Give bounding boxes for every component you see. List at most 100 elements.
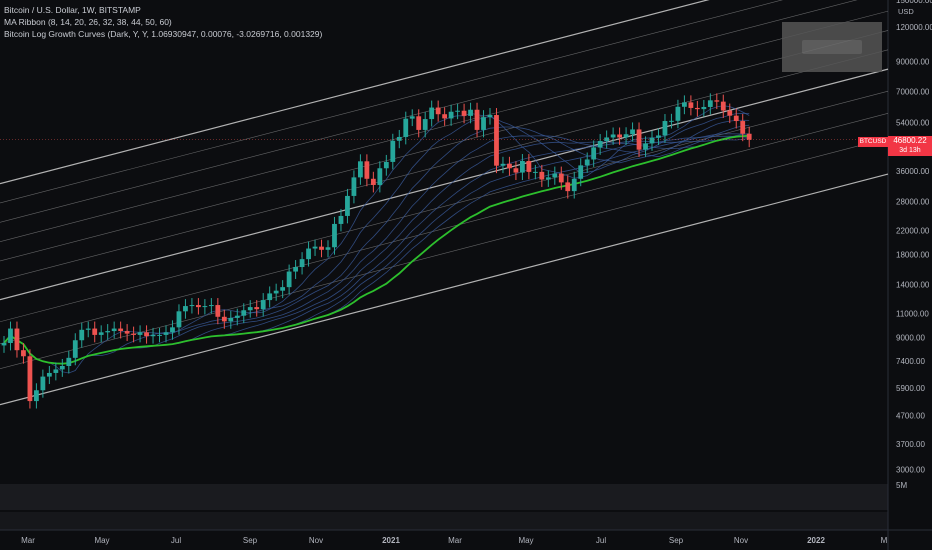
price-tick-label: 70000.00 [896,87,930,96]
candle-body [494,115,499,166]
time-tick-label: 2022 [807,536,825,545]
time-tick-label: M [881,536,888,545]
candle-body [733,115,739,122]
candle-body [358,161,363,178]
candle-body [694,107,700,110]
log-curves-label[interactable]: Bitcoin Log Growth Curves (Dark, Y, Y, 1… [4,29,323,39]
candle-body [150,334,156,337]
candle-body [727,110,733,116]
growth-curve-6 [0,30,889,262]
price-tick-label: 18000.00 [896,250,930,259]
candle-body [455,110,460,112]
growth-curve-1 [0,137,889,370]
candle-body [390,140,396,162]
ma-line-20 [3,119,750,365]
candle-body [377,168,383,185]
price-tick-label: 150000.00 [896,0,932,5]
time-tick-label: Nov [309,536,323,545]
candle-body [85,328,91,330]
growth-curve-5 [0,49,889,281]
candle-body [513,168,519,173]
candle-body [312,246,318,249]
candle-body [319,246,324,250]
candle-body [383,161,389,169]
price-tick-label: 7400.00 [896,357,925,366]
candle-body [746,133,752,140]
candle-body [500,163,506,166]
price-tick-label: 11000.00 [896,309,929,318]
candle-body [597,141,603,148]
volume-axis-label: 5M [896,481,907,490]
candle-body [221,316,227,322]
candle-body [228,317,234,322]
candle-body [403,118,409,137]
candle-body [260,300,266,310]
symbol-title[interactable]: Bitcoin / U.S. Dollar, 1W, BITSTAMP [4,5,141,15]
candle-body [202,306,208,308]
volume-pane [0,484,888,510]
candle-body [345,195,350,216]
candle-body [448,111,454,119]
price-tick-label: 3700.00 [896,440,925,449]
candle-body [163,332,169,335]
candle-body [707,100,713,107]
candle-body [507,163,512,169]
candle-body [578,165,584,179]
candle-body [571,178,577,192]
price-tick-label: 36000.00 [896,167,930,176]
candle-body [14,328,20,351]
candle-body [429,107,435,120]
time-tick-label: Nov [734,536,748,545]
candle-body [208,305,214,307]
candle-body [461,110,467,116]
candle-body [649,137,655,144]
candle-body [280,287,286,291]
candle-body [656,135,661,138]
candle-body [157,334,162,336]
candle-body [286,271,292,288]
time-tick-label: Jul [596,536,606,545]
candle-body [111,328,117,332]
ma-ribbon-label[interactable]: MA Ribbon (8, 14, 20, 26, 32, 38, 44, 50… [4,17,172,27]
growth-curve-2 [0,113,889,345]
candle-body [105,331,111,333]
watermark-logo [782,22,882,72]
candle-body [189,305,195,307]
candle-body [351,177,357,196]
last-price-badge: 46800.22 3d 13h [888,136,932,156]
time-tick-label: 2021 [382,536,400,545]
time-tick-label: Mar [21,536,35,545]
candle-body [293,267,298,272]
candle-body [422,119,428,130]
candle-body [481,117,486,130]
price-tick-label: 28000.00 [896,197,930,206]
candle-body [610,134,616,138]
candle-body [196,305,201,308]
candle-body [435,107,441,115]
price-axis[interactable]: 150000.00 120000.00 90000.00 70000.00 54000.… [896,0,932,474]
growth-curve-0 [0,173,889,406]
ticker-badge: BTCUSD [858,137,888,147]
time-tick-label: Jul [171,536,181,545]
candle-body [306,248,311,260]
candle-body [740,121,746,134]
candle-body [325,247,331,250]
price-tick-label: 5900.00 [896,384,925,393]
indicator-pane [0,512,888,530]
candle-body [21,350,26,357]
growth-curve-8 [0,0,858,223]
price-tick-label: 22000.00 [896,226,930,235]
candle-body [714,100,720,102]
candle-body [170,327,175,333]
time-axis[interactable]: Mar May Jul Sep Nov 2021 Mar May Jul Sep Nov 2022 M [21,536,888,545]
candle-body [364,161,370,179]
price-tick-label: 90000.00 [896,57,930,66]
candle-body [532,171,538,173]
growth-curve-4 [0,68,889,301]
candle-body [720,101,726,111]
time-tick-label: Sep [669,536,684,545]
time-tick-label: Sep [243,536,258,545]
ma-line-26 [3,124,750,365]
